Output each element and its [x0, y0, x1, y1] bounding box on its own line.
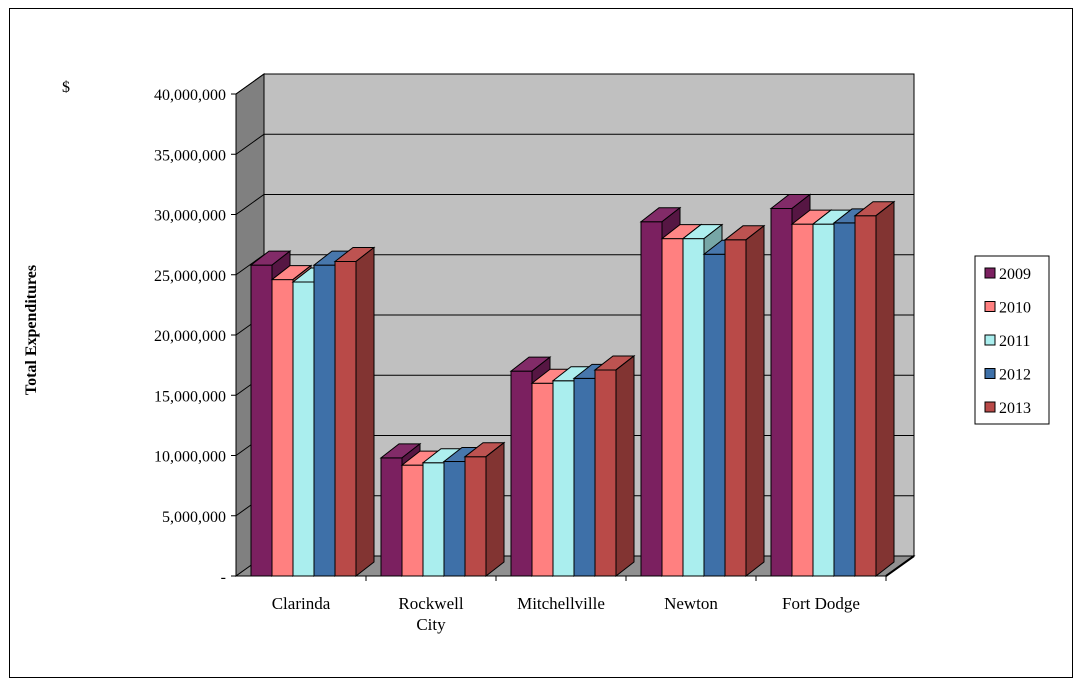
y-axis-title: Total Expenditures: [23, 265, 40, 395]
category-label: Rockwell: [398, 594, 463, 613]
legend-label: 2012: [999, 367, 1031, 384]
bar-front: [443, 461, 466, 577]
bar-front: [292, 281, 315, 577]
category-label: City: [416, 615, 446, 634]
bar-front: [812, 223, 835, 577]
legend-label: 2010: [999, 300, 1031, 317]
category-label: Clarinda: [272, 594, 331, 613]
bar: [723, 224, 766, 578]
bar-side: [615, 354, 635, 578]
y-tick-label: 40,000,000: [154, 87, 226, 104]
legend-label: 2013: [999, 400, 1031, 417]
bar-front: [703, 253, 726, 577]
bar-front: [271, 279, 294, 577]
bar-front: [594, 369, 617, 577]
category-label: Fort Dodge: [782, 594, 860, 613]
bar-front: [833, 222, 856, 577]
bar-front: [510, 370, 533, 577]
category-label: Newton: [664, 594, 718, 613]
legend-label: 2009: [999, 266, 1031, 283]
legend: 2009 2010 2011 2012 2013: [974, 255, 1050, 425]
bar-front: [573, 377, 596, 577]
bar: [593, 354, 636, 578]
bar-front: [464, 456, 487, 577]
category-label: Mitchellville: [517, 594, 605, 613]
bar: [463, 441, 506, 578]
unit-label: $: [62, 79, 70, 96]
bar: [853, 200, 896, 578]
legend-swatch: [984, 401, 996, 413]
gridline: [235, 194, 914, 215]
bar-side: [745, 224, 765, 578]
bar-side: [485, 441, 505, 578]
bar-front: [854, 215, 877, 577]
y-tick-label: 35,000,000: [154, 147, 226, 164]
bar-front: [661, 238, 684, 577]
y-tick-label: 30,000,000: [154, 208, 226, 225]
y-tick-label: -: [221, 569, 226, 586]
legend-swatch: [984, 334, 996, 346]
bar-front: [531, 382, 554, 577]
legend-swatch: [984, 267, 996, 279]
floor-edge: [885, 555, 915, 577]
y-tick-label: 20,000,000: [154, 328, 226, 345]
bars: [249, 193, 896, 581]
gridline: [235, 133, 914, 155]
gridline: [235, 73, 914, 95]
bar-front: [682, 238, 705, 577]
bar-front: [791, 223, 814, 577]
y-tick-label: 5,000,000: [162, 509, 226, 526]
bar-front: [724, 239, 747, 577]
category-labels: Clarinda Rockwell City Mitchellville Newton F…: [272, 594, 860, 634]
bar-side: [875, 200, 895, 578]
legend-label: 2011: [999, 333, 1030, 350]
bar-front: [401, 464, 424, 577]
legend-swatch: [984, 368, 996, 379]
bar-front: [380, 457, 403, 577]
y-tick-label: 25,000,000: [154, 268, 226, 285]
legend-swatch: [984, 301, 996, 312]
bar-front: [313, 264, 336, 577]
y-tick-label: 15,000,000: [154, 388, 226, 405]
bar-front: [250, 264, 273, 577]
bar-front: [640, 221, 663, 577]
bar-front: [422, 462, 445, 577]
bar-front: [552, 380, 575, 577]
bar: [333, 246, 376, 578]
bar-front: [334, 260, 357, 577]
y-tick-label: 10,000,000: [154, 449, 226, 466]
bar-front: [770, 207, 793, 577]
bar-side: [355, 246, 375, 578]
